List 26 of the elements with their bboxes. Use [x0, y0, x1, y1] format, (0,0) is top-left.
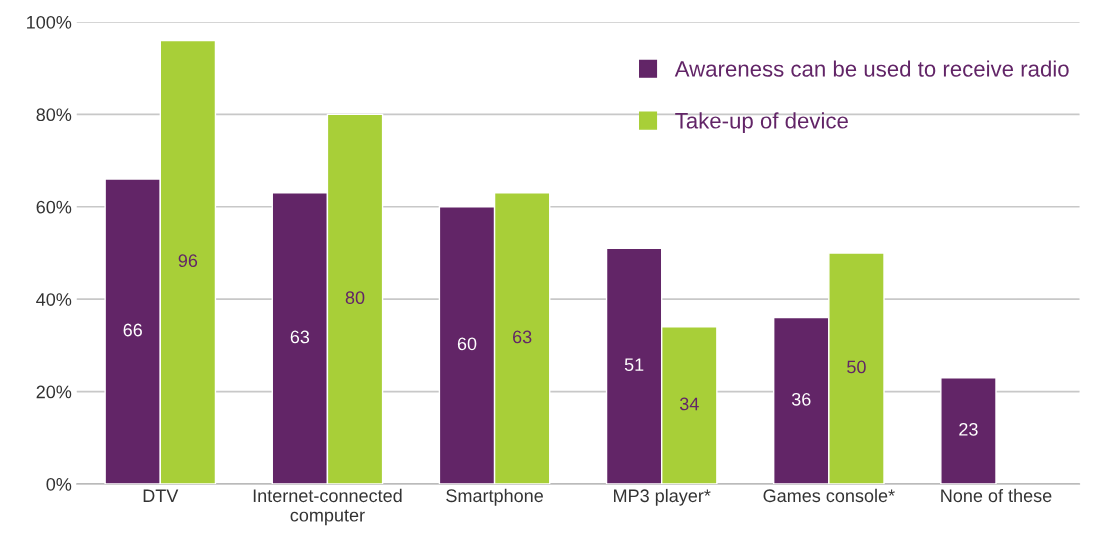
y-tick-label: 60%	[36, 200, 72, 214]
x-tick-label: DTV	[143, 489, 179, 502]
data-label: 36	[791, 392, 811, 406]
x-tick-label: None of these	[941, 488, 1052, 503]
data-label: 63	[290, 330, 310, 344]
y-tick-label: 100%	[27, 15, 72, 29]
data-label: 60	[457, 337, 477, 351]
y-tick-label: 0%	[46, 477, 72, 491]
legend-label: Awareness can be used to receive radio	[674, 60, 1069, 77]
y-tick-label: 80%	[36, 108, 72, 122]
data-label: 34	[679, 397, 699, 411]
y-tick-label: 20%	[36, 385, 72, 399]
x-tick-label: Smartphone	[446, 488, 543, 506]
data-label: 66	[123, 323, 142, 337]
data-label: 80	[345, 291, 365, 305]
data-label: 23	[959, 422, 978, 436]
y-tick-label: 40%	[36, 293, 72, 306]
x-tick-label: MP3 player*	[614, 488, 711, 506]
data-label: 50	[847, 360, 866, 374]
x-tick-label: Games console*	[763, 488, 895, 503]
data-label: 96	[178, 254, 198, 268]
data-label: 63	[513, 330, 532, 344]
bar	[940, 377, 997, 485]
x-tick-label: Internet-connected computer	[253, 488, 402, 526]
legend-label: Take-up of device	[675, 112, 848, 133]
data-label: 51	[624, 358, 644, 372]
